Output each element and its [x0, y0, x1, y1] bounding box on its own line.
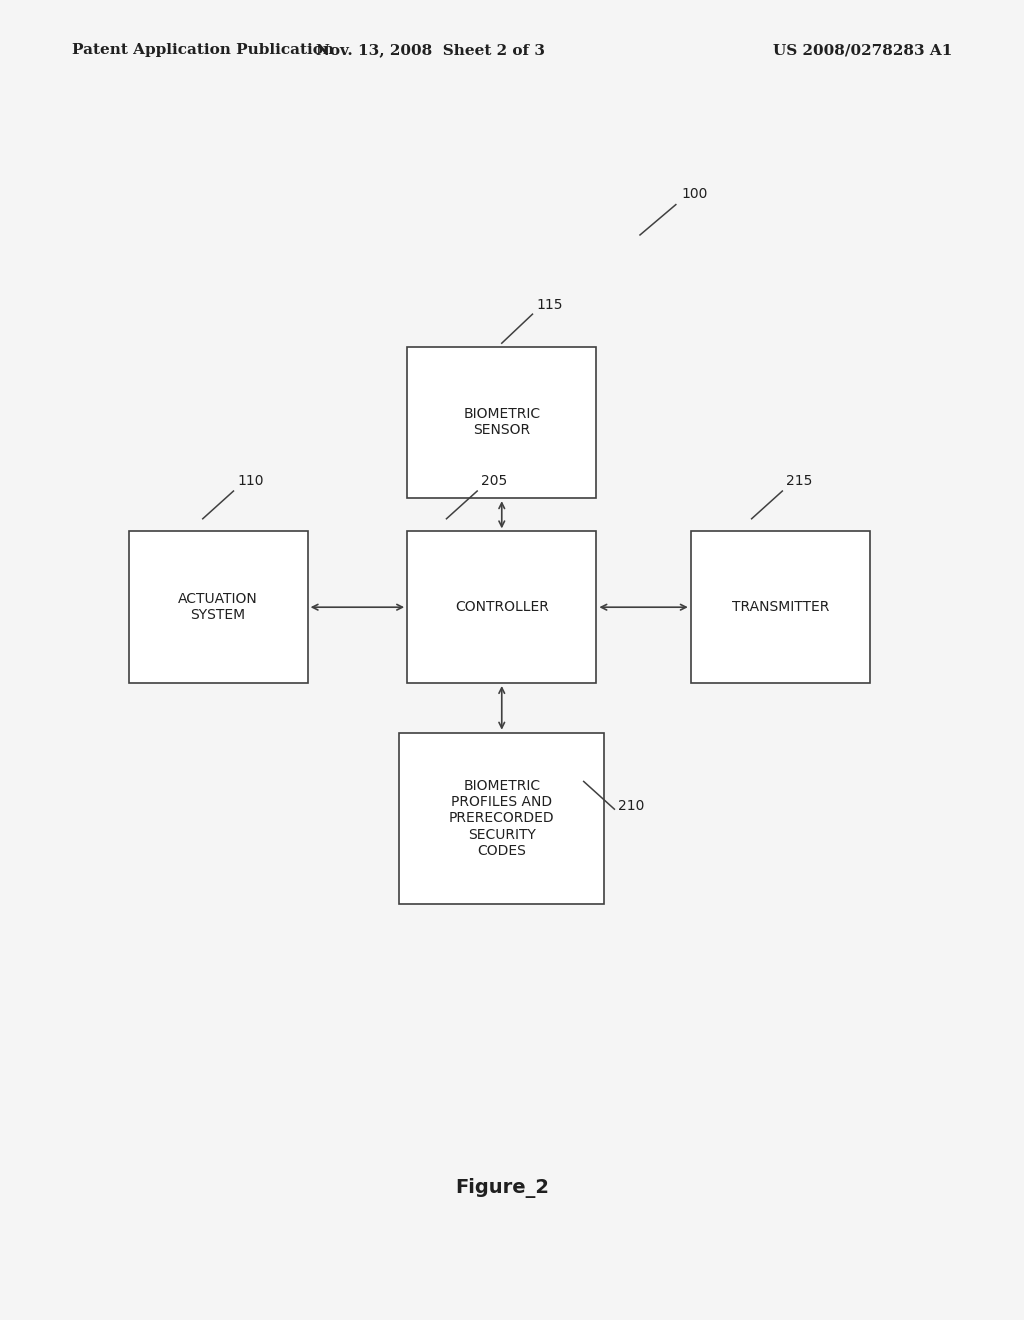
Bar — [399, 733, 604, 904]
Text: BIOMETRIC
PROFILES AND
PRERECORDED
SECURITY
CODES: BIOMETRIC PROFILES AND PRERECORDED SECUR… — [449, 779, 555, 858]
Text: 100: 100 — [681, 186, 708, 201]
Text: 205: 205 — [481, 474, 508, 488]
Bar — [407, 531, 596, 682]
Text: CONTROLLER: CONTROLLER — [455, 601, 549, 614]
Text: ACTUATION
SYSTEM: ACTUATION SYSTEM — [178, 593, 258, 622]
Text: 110: 110 — [238, 474, 264, 488]
Text: US 2008/0278283 A1: US 2008/0278283 A1 — [773, 44, 952, 57]
Text: 115: 115 — [537, 297, 563, 312]
Bar — [407, 346, 596, 498]
Text: Figure_2: Figure_2 — [455, 1177, 549, 1199]
Text: Nov. 13, 2008  Sheet 2 of 3: Nov. 13, 2008 Sheet 2 of 3 — [315, 44, 545, 57]
Text: TRANSMITTER: TRANSMITTER — [731, 601, 829, 614]
Bar — [129, 531, 307, 682]
Text: 215: 215 — [786, 474, 813, 488]
Text: BIOMETRIC
SENSOR: BIOMETRIC SENSOR — [463, 408, 541, 437]
Text: 210: 210 — [618, 799, 645, 813]
Bar — [690, 531, 869, 682]
Text: Patent Application Publication: Patent Application Publication — [72, 44, 334, 57]
